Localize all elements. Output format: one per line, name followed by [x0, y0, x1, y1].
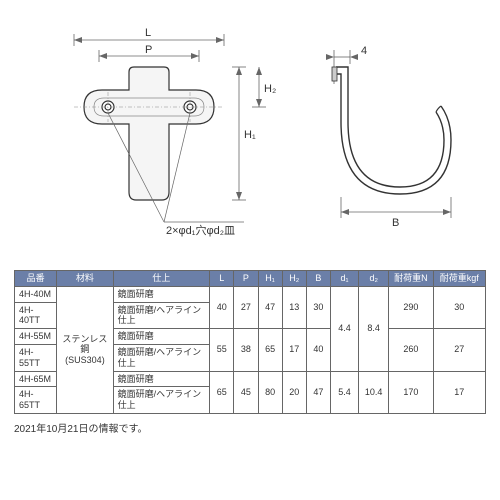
- cell-finish: 鏡面研磨: [113, 371, 210, 387]
- cell-pn: 4H-65TT: [15, 387, 57, 414]
- cell-d1: 4.4: [330, 286, 358, 371]
- cell-d2: 8.4: [359, 286, 389, 371]
- col-header: H₂: [282, 271, 306, 287]
- cell-H2: 17: [282, 329, 306, 371]
- cell-d1: 5.4: [330, 371, 358, 413]
- dim-four: 4: [361, 45, 367, 57]
- cell-d2: 10.4: [359, 371, 389, 413]
- table-row: 4H-40M ステンレス鋼(SUS304) 鏡面研磨 40 27 47 13 3…: [15, 286, 486, 302]
- cell-N: 260: [389, 329, 433, 371]
- cell-N: 290: [389, 286, 433, 328]
- col-header: L: [210, 271, 234, 287]
- cell-kgf: 27: [433, 329, 485, 371]
- spec-table: 品番材料仕上LPH₁H₂Bd₁d₂耐荷重N耐荷重kgf 4H-40M ステンレス…: [14, 270, 486, 414]
- cell-L: 55: [210, 329, 234, 371]
- col-header: 材料: [57, 271, 113, 287]
- dim-holes-note: 2×φd₁穴φd₂皿: [166, 223, 235, 237]
- cell-kgf: 30: [433, 286, 485, 328]
- cell-finish: 鏡面研磨: [113, 286, 210, 302]
- cell-B: 30: [306, 286, 330, 328]
- cell-H1: 80: [258, 371, 282, 413]
- footnote: 2021年10月21日の情報です。: [14, 420, 486, 435]
- cell-H1: 65: [258, 329, 282, 371]
- col-header: B: [306, 271, 330, 287]
- col-header: H₁: [258, 271, 282, 287]
- cell-pn: 4H-55TT: [15, 344, 57, 371]
- cell-finish: 鏡面研磨: [113, 329, 210, 345]
- dim-L: L: [145, 27, 151, 39]
- cell-H2: 20: [282, 371, 306, 413]
- cell-N: 170: [389, 371, 433, 413]
- dim-B: B: [392, 217, 399, 229]
- col-header: 耐荷重kgf: [433, 271, 485, 287]
- cell-finish: 鏡面研磨/ヘアライン仕上: [113, 387, 210, 414]
- cell-H2: 13: [282, 286, 306, 328]
- cell-H1: 47: [258, 286, 282, 328]
- cell-pn: 4H-40M: [15, 286, 57, 302]
- col-header: 仕上: [113, 271, 210, 287]
- cell-B: 47: [306, 371, 330, 413]
- cell-pn: 4H-55M: [15, 329, 57, 345]
- cell-L: 40: [210, 286, 234, 328]
- col-header: 耐荷重N: [389, 271, 433, 287]
- col-header: P: [234, 271, 258, 287]
- cell-kgf: 17: [433, 371, 485, 413]
- cell-P: 45: [234, 371, 258, 413]
- cell-L: 65: [210, 371, 234, 413]
- cell-pn: 4H-40TT: [15, 302, 57, 329]
- col-header: d₂: [359, 271, 389, 287]
- col-header: 品番: [15, 271, 57, 287]
- cell-P: 27: [234, 286, 258, 328]
- technical-drawing: L P H₁ H₂ 2×φd₁穴φd₂皿 4 B: [14, 12, 486, 262]
- col-header: d₁: [330, 271, 358, 287]
- dim-H1: H₁: [244, 129, 256, 141]
- cell-material: ステンレス鋼(SUS304): [57, 286, 113, 413]
- cell-B: 40: [306, 329, 330, 371]
- cell-pn: 4H-65M: [15, 371, 57, 387]
- cell-finish: 鏡面研磨/ヘアライン仕上: [113, 344, 210, 371]
- dim-P: P: [145, 44, 152, 56]
- dim-H2: H₂: [264, 83, 276, 95]
- cell-P: 38: [234, 329, 258, 371]
- cell-finish: 鏡面研磨/ヘアライン仕上: [113, 302, 210, 329]
